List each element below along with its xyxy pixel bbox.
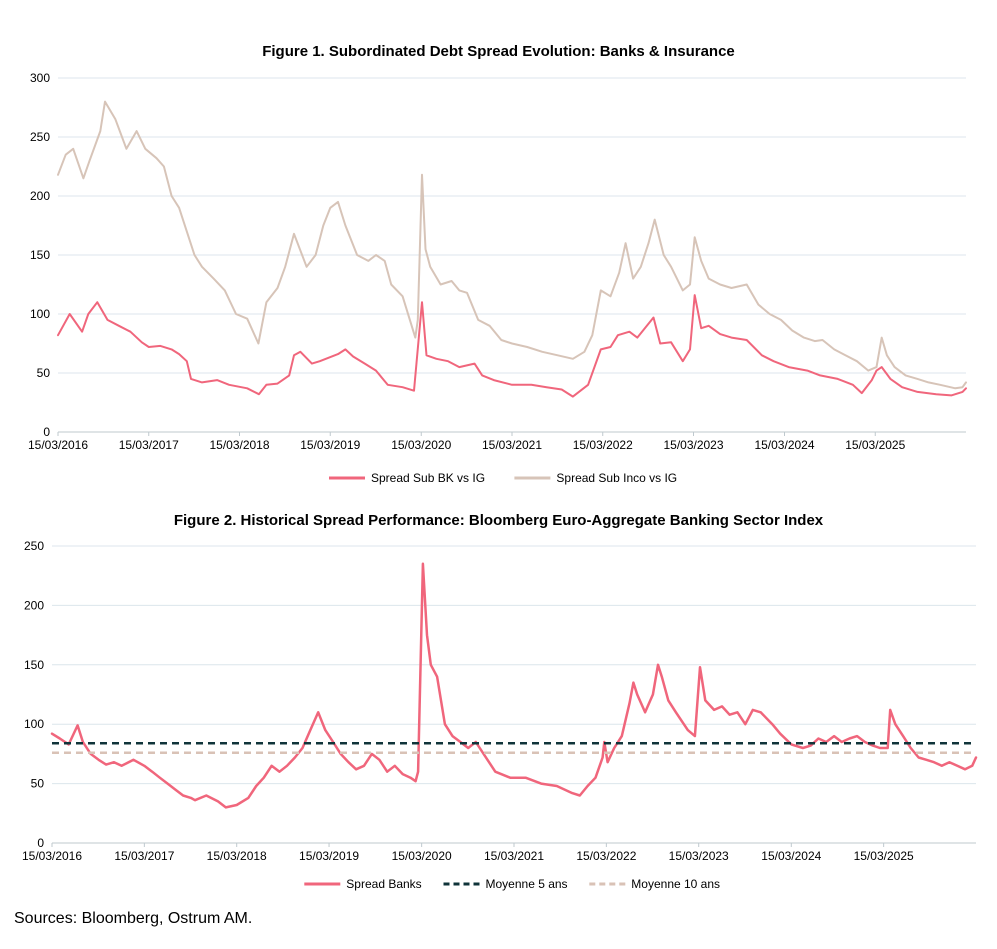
x-tick-label: 15/03/2017 (114, 849, 174, 863)
legend-label: Moyenne 5 ans (486, 877, 568, 891)
legend-item: Spread Sub BK vs IG (329, 471, 485, 485)
y-tick-label: 100 (30, 307, 50, 321)
x-tick-label: 15/03/2021 (484, 849, 544, 863)
x-tick-label: 15/03/2023 (663, 438, 723, 452)
x-tick-label: 15/03/2016 (28, 438, 88, 452)
legend-label: Spread Sub Inco vs IG (556, 471, 677, 485)
x-tick-label: 15/03/2017 (119, 438, 179, 452)
x-tick-label: 15/03/2018 (207, 849, 267, 863)
series-line-0 (57, 294, 967, 398)
source-note: Sources: Bloomberg, Ostrum AM. (14, 910, 253, 927)
y-tick-label: 0 (43, 425, 50, 439)
y-tick-label: 250 (30, 130, 50, 144)
x-tick-label: 15/03/2025 (854, 849, 914, 863)
series-line-1 (57, 100, 967, 390)
y-tick-label: 50 (37, 366, 51, 380)
x-tick-label: 15/03/2018 (209, 438, 269, 452)
x-tick-label: 15/03/2020 (392, 849, 452, 863)
y-tick-label: 300 (30, 71, 50, 85)
y-tick-label: 150 (30, 248, 50, 262)
y-tick-label: 200 (30, 189, 50, 203)
x-tick-label: 15/03/2019 (299, 849, 359, 863)
chart2-title: Figure 2. Historical Spread Performance:… (173, 512, 824, 529)
x-tick-label: 15/03/2022 (576, 849, 636, 863)
x-tick-label: 15/03/2020 (391, 438, 451, 452)
x-tick-label: 15/03/2016 (22, 849, 82, 863)
x-tick-label: 15/03/2024 (761, 849, 821, 863)
y-tick-label: 0 (37, 836, 44, 850)
y-tick-label: 150 (24, 658, 44, 672)
x-tick-label: 15/03/2024 (754, 438, 814, 452)
chart1-title: Figure 1. Subordinated Debt Spread Evolu… (262, 43, 735, 60)
chart1-plot: 0 50 100 150 200 250 300 15/03/2016 15/03/2017 15… (28, 71, 967, 485)
series-line-0 (50, 562, 978, 809)
x-tick-label: 15/03/2023 (669, 849, 729, 863)
y-tick-label: 200 (24, 598, 44, 612)
y-tick-label: 50 (31, 777, 45, 791)
legend-label: Spread Banks (346, 877, 421, 891)
x-tick-label: 15/03/2019 (300, 438, 360, 452)
x-tick-label: 15/03/2021 (482, 438, 542, 452)
legend-item: Moyenne 5 ans (443, 877, 568, 891)
legend-item: Moyenne 10 ans (589, 877, 720, 891)
y-tick-label: 250 (24, 539, 44, 553)
y-tick-label: 100 (24, 717, 44, 731)
legend-item: Spread Sub Inco vs IG (514, 471, 677, 485)
legend-label: Moyenne 10 ans (631, 877, 720, 891)
chart2-plot: 0 50 100 150 200 250 15/03/2016 15/03/2017 15/03… (22, 539, 978, 891)
legend-label: Spread Sub BK vs IG (371, 471, 485, 485)
legend-item: Spread Banks (304, 877, 422, 891)
x-tick-label: 15/03/2022 (573, 438, 633, 452)
x-tick-label: 15/03/2025 (845, 438, 905, 452)
